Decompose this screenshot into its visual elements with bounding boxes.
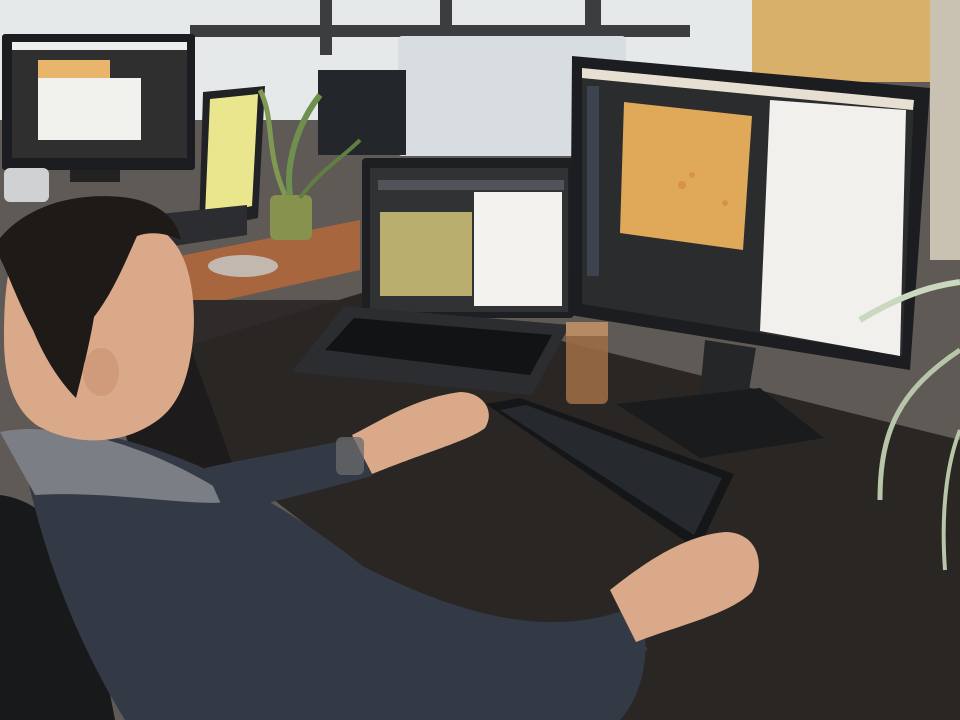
- glass-body: [566, 322, 608, 404]
- specimen-dot-3: [722, 200, 728, 206]
- keyboard: [486, 398, 734, 550]
- chair: [0, 495, 115, 720]
- petri-dish: [208, 255, 278, 277]
- left-monitor-bar: [12, 42, 187, 50]
- cabinet-shadow: [930, 0, 960, 260]
- center-back-monitor-dark: [318, 70, 406, 155]
- hood: [0, 429, 235, 503]
- right-monitor-foot: [616, 388, 824, 458]
- hair: [0, 196, 181, 398]
- specimen-dot-1: [678, 181, 686, 189]
- watch: [336, 437, 364, 475]
- glass-top: [566, 322, 608, 336]
- right-hand: [610, 532, 759, 642]
- right-monitor-topbar: [582, 68, 914, 110]
- left-monitor-stand: [70, 170, 120, 182]
- plant-pot: [270, 195, 312, 240]
- center-back-monitor-body: [398, 36, 626, 156]
- arm-left: [205, 438, 372, 513]
- back-laptop: [150, 86, 265, 248]
- back-laptop-base: [150, 205, 247, 248]
- arm-right: [332, 565, 648, 674]
- ear: [83, 348, 119, 396]
- center-laptop-specimen: [380, 212, 472, 296]
- left-monitor-orange: [38, 60, 110, 78]
- right-monitor-specimen: [620, 102, 752, 250]
- plant-leaf-3: [298, 138, 362, 200]
- right-plant-leaf-3: [941, 429, 960, 571]
- center-back-monitor: [318, 36, 626, 156]
- left-hand: [352, 392, 489, 474]
- left-monitor-panel: [38, 78, 141, 140]
- window-mullion-1: [320, 0, 332, 55]
- plant-leaf-1: [286, 93, 323, 196]
- center-laptop-toolbar: [378, 180, 564, 190]
- right-plant-leaf-2: [877, 347, 960, 501]
- center-laptop-panel: [474, 192, 562, 306]
- speaker-left: [4, 168, 49, 202]
- back-laptop-screen: [205, 94, 258, 216]
- specimen-dot-2: [689, 172, 695, 178]
- plant-leaf-2: [257, 88, 288, 197]
- plant: [257, 88, 362, 240]
- right-monitor-white-panel: [760, 100, 906, 356]
- right-plant-leaf-1: [858, 279, 960, 323]
- drink-glass: [566, 322, 608, 404]
- right-monitor: [570, 56, 930, 458]
- center-laptop: [292, 158, 574, 395]
- keyboard-keys: [500, 405, 722, 535]
- left-monitor: [2, 34, 195, 182]
- center-laptop-keys: [325, 318, 552, 375]
- cabinet: [752, 0, 940, 82]
- right-monitor-sidebar: [587, 86, 599, 276]
